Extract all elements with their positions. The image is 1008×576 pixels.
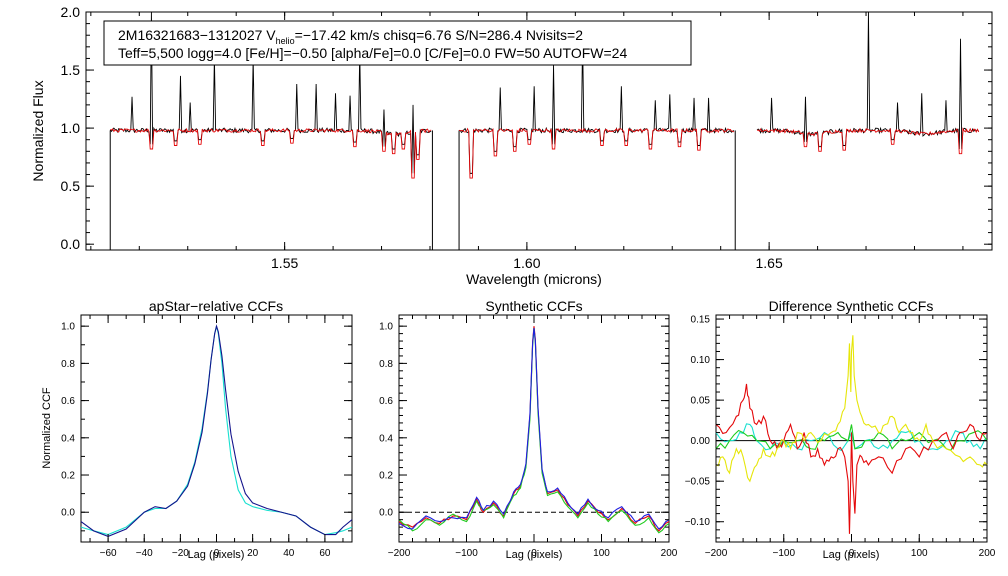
y-tick-label: 0.00	[691, 436, 711, 447]
x-tick-label: −100	[455, 548, 478, 559]
y-tick-label: 1.0	[61, 322, 75, 333]
y-tick-label: 0.2	[379, 471, 393, 482]
x-tick-label: 0	[214, 548, 220, 559]
annotation-line-1: 2M16321683−1312027 Vhelio=−17.42 km/s ch…	[118, 27, 583, 46]
annotation-line-1-prefix: 2M16321683−1312027 V	[118, 27, 276, 43]
ccf-series-visit1	[80, 326, 353, 536]
y-tick-label: −0.10	[685, 517, 711, 528]
annotation-line-2: Teff=5,500 logg=4.0 [Fe/H]=−0.50 [alpha/…	[118, 45, 627, 61]
x-tick-label: −40	[136, 548, 153, 559]
y-tick-label: 0.4	[61, 433, 75, 444]
apstar-ccf-content	[80, 324, 353, 538]
y-tick-label: 1.0	[379, 322, 393, 333]
x-tick-label: 40	[283, 548, 295, 559]
ccf-series-visit1	[398, 327, 670, 534]
x-tick-label: 1.65	[756, 255, 783, 271]
x-tick-label: −200	[388, 548, 411, 559]
spectrum-y-axis-label: Normalized Flux	[30, 80, 46, 181]
difference-ccf-ticks: −200 −100 0 100 200 −0.10 −0.05 0.00 0.05 0.10 0.1…	[685, 315, 996, 559]
ccf-series-model-diff	[715, 383, 988, 534]
y-tick-label: 0.0	[61, 236, 81, 252]
synthetic-ccf-ticks: −200 −100 0 100 200 0.0 0.2 0.4 0.6 0.8 1.0	[379, 315, 678, 559]
model-spectrum-line	[458, 127, 735, 179]
spectrum-x-axis-label: Wavelength (microns)	[466, 271, 602, 287]
x-tick-label: −200	[705, 548, 728, 559]
x-tick-label: 1.60	[513, 255, 540, 271]
synthetic-ccf-content	[398, 326, 670, 534]
synthetic-ccf-panel: Synthetic CCFs −200 −100 0 100 200 0.0 0.2 0.4 0…	[379, 298, 678, 561]
y-tick-label: 0.0	[379, 508, 393, 519]
apstar-ccf-title: apStar−relative CCFs	[149, 298, 283, 314]
x-tick-label: 200	[979, 548, 996, 559]
y-tick-label: 0.2	[61, 471, 75, 482]
x-tick-label: −20	[172, 548, 189, 559]
apstar-ccf-axes-frame	[80, 314, 353, 543]
ccf-series-visit2-diff	[715, 424, 988, 451]
y-tick-label: 0.6	[61, 396, 75, 407]
y-tick-label: 1.0	[61, 120, 81, 136]
y-tick-label: 0.8	[379, 359, 393, 370]
synthetic-ccf-x-axis-label: Lag (pixels)	[506, 549, 563, 561]
apstar-ccf-ticks: −60 −40 −20 0 20 40 60 0.0 0.2 0.4 0.6 0.8 1.0	[61, 315, 352, 559]
apstar-ccf-y-axis-label: Normalized CCF	[41, 387, 53, 469]
y-tick-label: 0.5	[61, 178, 81, 194]
y-tick-label: −0.05	[685, 477, 711, 488]
y-tick-label: 0.0	[61, 508, 75, 519]
y-tick-label: 0.4	[379, 433, 393, 444]
difference-ccf-panel: Difference Synthetic CCFs −200 −100 0 100 20…	[685, 298, 996, 561]
observed-spectrum-line	[756, 11, 980, 150]
apstar-ccf-panel: apStar−relative CCFs −60 −40 −20 0 20 40 60 0.0…	[41, 298, 353, 561]
apstar-ccf-x-axis-label: Lag (pixels)	[188, 549, 245, 561]
x-tick-label: 0	[849, 548, 855, 559]
spectrum-ticks: 1.55 1.60 1.65 0.0 0.5 1.0 1.5 2.0	[61, 4, 992, 271]
y-tick-label: 0.10	[691, 355, 711, 366]
difference-ccf-content	[715, 335, 988, 534]
x-tick-label: −60	[100, 548, 117, 559]
difference-ccf-x-axis-label: Lag (pixels)	[823, 549, 880, 561]
difference-ccf-title: Difference Synthetic CCFs	[769, 298, 934, 314]
annotation-line-1-suffix: =−17.42 km/s chisq=6.76 S/N=286.4 Nvisit…	[295, 27, 584, 43]
y-tick-label: 2.0	[61, 4, 81, 20]
x-tick-label: −100	[772, 548, 795, 559]
synthetic-ccf-axes-frame	[398, 314, 670, 543]
x-tick-label: 200	[661, 548, 678, 559]
spectrum-content	[109, 11, 980, 250]
x-tick-label: 0	[531, 548, 537, 559]
x-tick-label: 1.55	[271, 255, 298, 271]
ccf-series-yellow-diff	[715, 335, 988, 483]
annotation-subscript: helio	[276, 36, 295, 46]
y-tick-label: 0.6	[379, 396, 393, 407]
y-tick-label: 1.5	[61, 62, 81, 78]
y-tick-label: 0.05	[691, 396, 711, 407]
ccf-series-model	[398, 326, 670, 532]
synthetic-ccf-title: Synthetic CCFs	[485, 298, 582, 314]
ccf-series-visit2	[398, 327, 670, 530]
y-tick-label: 0.8	[61, 359, 75, 370]
x-tick-label: 100	[593, 548, 610, 559]
spectrum-panel: 1.55 1.60 1.65 0.0 0.5 1.0 1.5 2.0 2M16321683−1…	[30, 4, 993, 287]
x-tick-label: 100	[911, 548, 928, 559]
y-tick-label: 0.15	[691, 315, 711, 326]
model-spectrum-line	[756, 127, 980, 155]
x-tick-label: 60	[319, 548, 331, 559]
annotation-box	[103, 20, 692, 66]
ccf-series-visit2	[80, 324, 353, 538]
model-spectrum-line	[110, 127, 432, 179]
x-tick-label: 20	[247, 548, 259, 559]
spectrum-axes-frame	[85, 11, 993, 251]
